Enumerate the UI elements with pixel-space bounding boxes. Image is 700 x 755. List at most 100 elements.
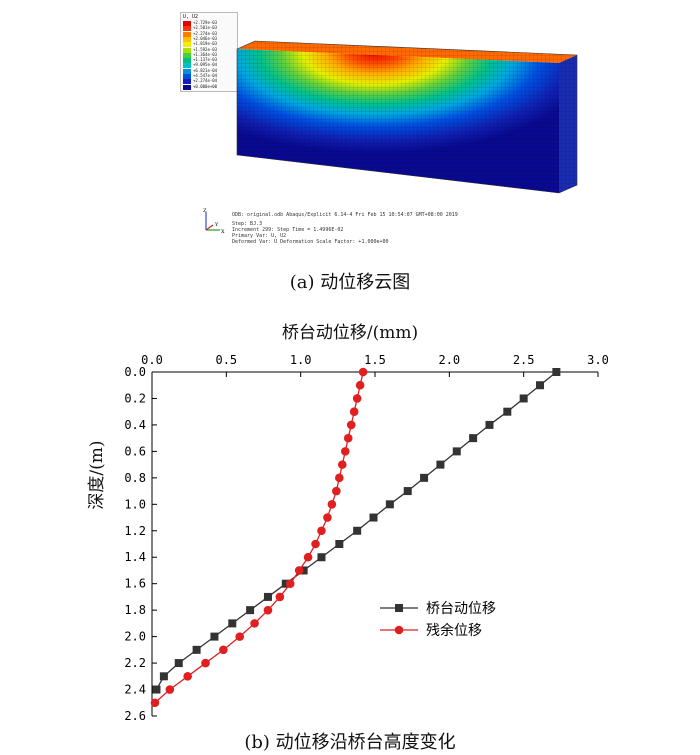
x-tick-label: 0.0 [141, 353, 163, 367]
y-tick-label: 2.6 [124, 709, 146, 723]
x-tick-label: 2.5 [513, 353, 535, 367]
data-point-square [174, 659, 183, 668]
data-point-circle [303, 552, 313, 562]
info-line-increment: Increment 299: Step Time = 1.4996E-02 [232, 227, 344, 233]
legend-label: 残余位移 [426, 622, 482, 639]
legend-swatch [183, 79, 191, 85]
legend-swatch [183, 74, 191, 79]
axis-triad: Z Y X [203, 208, 225, 235]
legend-label: 桥台动位移 [426, 601, 496, 617]
x-tick-label: 1.5 [364, 353, 386, 367]
series-line-1 [154, 371, 364, 704]
info-block: ODB: original.odb Abaqus/Explicit 6.14-4… [232, 212, 472, 245]
legend-marker [395, 604, 403, 612]
y-tick-label: 2.0 [124, 630, 146, 644]
y-tick-label: 1.4 [124, 550, 146, 564]
data-point-square [536, 381, 545, 390]
x-tick-label: 1.0 [290, 353, 312, 367]
legend-value: +2.274e-04 [193, 78, 218, 84]
legend-value: +1.592e-03 [193, 46, 218, 52]
caption-b: (b) 动位移沿桥台高度变化 [244, 732, 456, 753]
info-line-odb: ODB: original.odb Abaqus/Explicit 6.14-4… [232, 212, 458, 218]
legend-swatch [183, 36, 191, 42]
legend-swatch [183, 63, 191, 69]
triad-x-label: X [221, 229, 225, 235]
y-tick-label: 1.2 [124, 524, 146, 538]
legend-value: +2.274e-03 [193, 30, 218, 36]
info-line-primary: Primary Var: U, U2 [232, 233, 287, 239]
data-point-circle [165, 685, 175, 694]
legend-marker [394, 625, 404, 635]
data-point-circle [346, 420, 356, 430]
data-point-circle [311, 539, 320, 549]
triad-y-label: Y [214, 222, 219, 228]
legend-value: +1.819e-03 [193, 41, 218, 47]
info-line-deformed: Deformed Var: U Deformation Scale Factor… [232, 239, 389, 245]
y-tick-label: 0.0 [124, 365, 146, 379]
legend-value: +4.547e-04 [193, 73, 218, 78]
caption-a: (a) 动位移云图 [289, 272, 411, 293]
data-point-square [369, 513, 378, 522]
legend-swatch [183, 84, 191, 90]
info-line-step: Step: BJ.3 [232, 221, 263, 227]
data-point-circle [332, 486, 341, 496]
data-point-square [403, 487, 412, 496]
legend-value: +2.501e-03 [193, 25, 218, 31]
legend-value: +2.046e-03 [193, 35, 218, 41]
data-point-circle [150, 698, 160, 708]
data-point-circle [340, 447, 350, 456]
legend-value: +2.729e-03 [193, 20, 218, 25]
data-point-circle [352, 394, 362, 403]
contour-panel: U, U2 +2.729e-03 +2.501e-03 +2.274e-03 +2.0… [0, 0, 700, 300]
data-point-circle [358, 367, 368, 377]
x-tick-label: 0.5 [215, 353, 237, 367]
y-tick-label: 1.0 [124, 497, 146, 511]
data-point-square [317, 553, 326, 562]
data-point-circle [343, 433, 353, 443]
data-point-circle [337, 460, 347, 469]
y-tick-label: 0.8 [124, 471, 146, 485]
data-point-square [436, 460, 445, 469]
x-axis-title: 桥台动位移/(mm) [281, 323, 419, 343]
data-point-square [281, 579, 290, 588]
data-point-square [420, 473, 429, 482]
data-point-circle [183, 672, 192, 681]
displacement-chart: 0.0 0.5 1.0 1.5 2.0 2.5 3.0 0.0 0.2 0.4 0.6 0.8 1.0 1… [124, 353, 609, 723]
legend-title: U, U2 [183, 14, 199, 20]
legend-value: +9.095e-04 [193, 62, 218, 68]
data-point-square [485, 420, 494, 429]
data-point-circle [323, 513, 332, 522]
legend-swatch [183, 26, 191, 32]
data-point-square [469, 434, 478, 443]
legend-value: +1.364e-03 [193, 51, 218, 57]
data-point-square [246, 606, 255, 615]
data-point-circle [327, 500, 337, 509]
y-tick-label: 2.4 [124, 683, 146, 697]
data-point-square [452, 447, 461, 456]
legend-swatch [183, 52, 191, 58]
data-point-square [519, 394, 528, 403]
data-point-circle [219, 645, 228, 655]
legend-swatch [183, 21, 191, 26]
y-tick-label: 1.6 [124, 577, 146, 591]
triad-z-label: Z [203, 208, 207, 214]
data-point-square [385, 500, 394, 509]
data-point-square [192, 645, 201, 654]
contour-block [236, 40, 578, 194]
data-point-circle [285, 579, 295, 588]
data-point-square [263, 592, 272, 601]
data-point-square [228, 619, 237, 628]
data-point-circle [335, 473, 344, 483]
legend-value: +6.821e-04 [193, 67, 218, 73]
y-tick-label: 0.2 [124, 391, 146, 405]
data-point-square [353, 526, 362, 535]
data-point-circle [349, 407, 359, 416]
data-point-circle [275, 592, 285, 602]
x-tick-label: 2.0 [438, 353, 460, 367]
data-point-circle [294, 566, 304, 575]
data-point-square [152, 685, 161, 694]
legend-swatch [183, 42, 191, 48]
legend-swatch [183, 58, 191, 64]
legend-swatch [183, 68, 191, 74]
data-point-square [503, 407, 512, 416]
